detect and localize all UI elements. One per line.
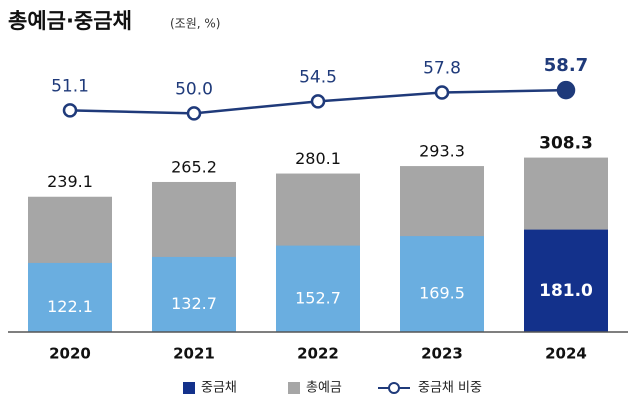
bar: [524, 229, 608, 332]
x-tick-label: 2020: [49, 345, 91, 363]
total-label: 293.3: [419, 142, 465, 161]
line-label: 58.7: [544, 55, 588, 76]
x-tick-label: 2022: [297, 345, 339, 363]
chart-subtitle: (조원, %): [170, 17, 220, 31]
line-label: 57.8: [423, 59, 461, 79]
bar: [28, 262, 112, 332]
bar: [152, 256, 236, 332]
bar: [276, 245, 360, 332]
total-label: 239.1: [47, 172, 93, 191]
line-marker: [310, 94, 326, 109]
line-label: 50.0: [175, 79, 213, 99]
legend-swatch: [288, 382, 300, 394]
bar-label: 132.7: [171, 294, 217, 313]
line-marker: [186, 106, 202, 121]
x-tick-label: 2024: [545, 345, 587, 363]
legend-label: 중금채: [201, 381, 237, 396]
bar: [400, 236, 484, 332]
line-label: 54.5: [299, 67, 337, 87]
chart-title: 총예금·중금채: [8, 9, 132, 33]
line-marker: [434, 85, 450, 100]
x-tick-label: 2021: [173, 345, 215, 363]
bar-label: 122.1: [47, 297, 93, 316]
bar-label: 152.7: [295, 288, 341, 307]
legend-marker: [388, 382, 400, 394]
total-label: 265.2: [171, 157, 217, 176]
total-label: 280.1: [295, 149, 341, 168]
x-tick-label: 2023: [421, 345, 463, 363]
bar-label: 181.0: [539, 281, 593, 301]
line-marker: [556, 80, 576, 100]
legend-label: 총예금: [306, 381, 342, 396]
line-label: 51.1: [51, 76, 89, 96]
legend-swatch: [183, 382, 195, 394]
bar-label: 169.5: [419, 284, 465, 303]
legend-label: 중금채 비중: [418, 381, 482, 396]
line-marker: [62, 103, 78, 118]
total-label: 308.3: [539, 134, 593, 154]
